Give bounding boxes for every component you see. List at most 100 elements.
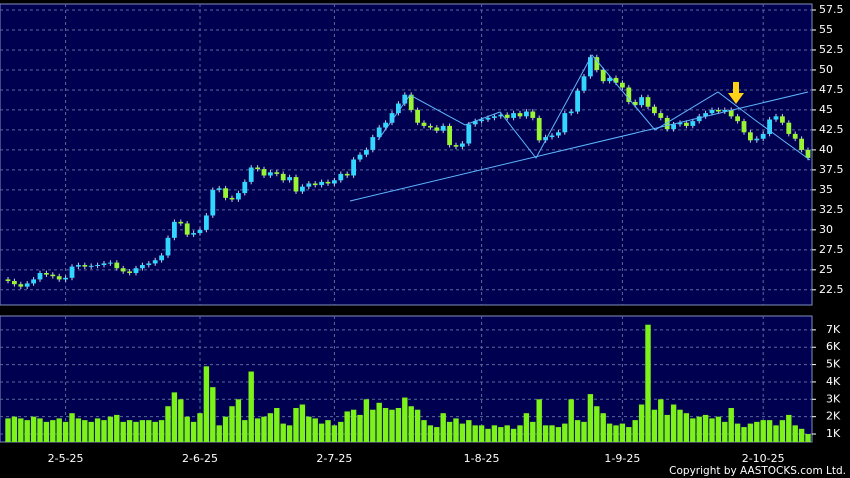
candle-body [511,113,516,118]
candle-body [792,133,798,139]
arrow [728,82,744,104]
candle-body [722,109,728,112]
candle-body [588,57,593,77]
candle-body [165,237,171,256]
candle-body [364,149,369,155]
candle-body [236,193,241,200]
volume-bar [728,407,734,442]
candle-body [88,265,94,267]
volume-bar [318,423,325,442]
volume-bar [510,428,517,442]
candle-body [492,116,497,118]
volume-bar [574,420,581,442]
volume-bar [146,420,152,442]
candle-body [402,94,408,104]
candle-body [287,177,292,181]
volume-bar [702,414,709,442]
volume-bar [805,434,811,442]
volume-bar [158,420,165,442]
candle-body [626,87,632,102]
candle-body [434,127,440,131]
volume-bar [459,423,466,442]
volume-bar [504,425,510,442]
volume-bar [683,413,690,442]
volume-bar [594,406,600,442]
candle-body [268,172,273,176]
volume-bar [18,418,24,442]
arrow-shaft [733,82,739,94]
candle-body [472,121,478,125]
candle-body [735,116,740,122]
volume-bar [779,420,786,442]
x-tick-label: 1-9-25 [604,452,640,465]
volume-bar [638,404,645,442]
candle-body [658,113,664,118]
candle-body [748,132,753,141]
volume-bar [555,427,562,442]
candle-body [524,111,529,117]
candle-body [5,279,11,282]
candle-body [44,273,49,275]
candle-body [543,137,548,141]
volume-bar [325,420,331,442]
volume-bar [485,428,491,442]
volume-bar [363,399,370,442]
volume-bar [734,423,741,442]
volume-bar [626,427,632,442]
candle-body [306,183,312,187]
candle-body [120,268,126,272]
volume-bar [5,418,11,442]
candle-body [671,124,676,130]
candle-body [12,281,17,285]
volume-bar [434,427,440,442]
volume-bar [126,420,133,442]
volume-bar [517,425,523,442]
y-tick-label: 7K [826,323,841,336]
volume-bar [120,421,126,442]
volume-bar [677,409,683,442]
volume-bar [402,397,408,442]
candle-body [56,276,62,280]
candle-body [204,215,209,230]
candle-body [645,97,651,107]
volume-bar [299,404,306,442]
candle-body [639,97,644,106]
candle-body [344,173,350,176]
volume-bar [754,421,760,442]
volume-bar [171,392,178,442]
x-tick-label: 1-8-25 [464,452,500,465]
candle-body [159,255,164,261]
volume-bar [536,399,542,442]
y-tick-label: 42.5 [819,123,844,136]
volume-bar [453,418,459,442]
volume-bar [286,425,293,442]
candle-body [677,122,683,125]
y-tick-label: 55 [819,23,833,36]
candle-body [319,181,324,186]
volume-bar [472,425,478,442]
candle-body [383,122,388,128]
y-tick-label: 52.5 [819,43,844,56]
volume-bar [766,420,773,442]
candle-body [575,90,580,112]
candle-body [556,132,561,136]
volume-bar [331,425,338,442]
volume-bar [37,418,43,442]
volume-bar [280,423,286,442]
y-tick-label: 30 [819,223,833,236]
candle-body [18,284,24,287]
volume-bar [568,399,574,442]
y-tick-label: 57.5 [819,3,844,16]
candle-body [600,69,606,82]
candle-body [248,167,254,182]
candle-body [466,124,472,144]
volume-bar [370,409,376,442]
volume-bar [306,416,312,442]
x-tick-label: 2-7-25 [316,452,352,465]
candle-body [703,113,708,117]
volume-bar [792,425,798,442]
volume-bar [549,425,555,442]
volume-bar [338,421,344,442]
volume-bar [101,420,107,442]
